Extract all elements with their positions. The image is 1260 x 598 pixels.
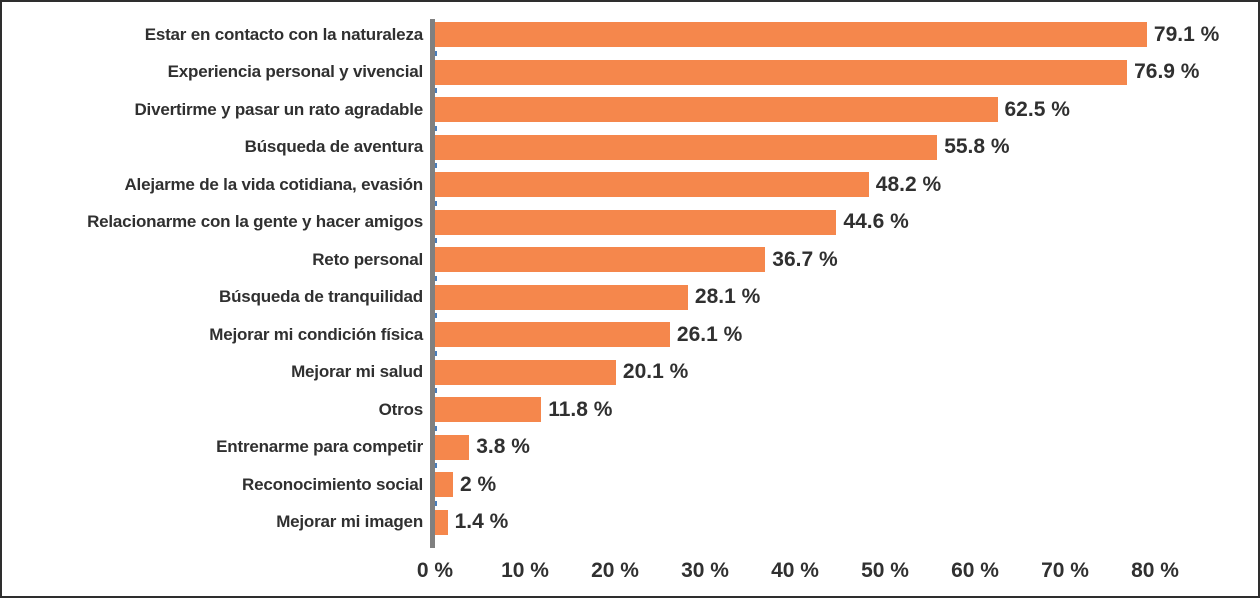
value-label: 55.8 % [944, 135, 1010, 158]
value-label: 11.8 % [548, 397, 613, 421]
category-tick [435, 88, 437, 94]
value-label: 28.1 % [694, 285, 761, 308]
x-tick-label: 50 % [861, 559, 909, 582]
bar [435, 284, 688, 310]
y-axis-line [429, 19, 435, 548]
bar-rows: Estar en contacto con la naturaleza 79.1 … [2, 16, 1258, 541]
category-tick [435, 125, 437, 131]
category-row: Alejarme de la vida cotidiana, evasión 48… [2, 166, 1258, 204]
value-label: 76.9 % [1134, 60, 1200, 83]
category-label: Reto personal [312, 249, 423, 269]
x-tick-label: 20 % [591, 559, 639, 582]
x-tick-label: 10 % [501, 559, 549, 582]
category-label: Mejorar mi imagen [276, 512, 423, 531]
category-tick [435, 200, 437, 206]
x-tick-label: 80 % [1131, 559, 1179, 582]
value-label: 48.2 % [875, 172, 942, 196]
category-label: Otros [378, 399, 424, 419]
value-label: 2 % [460, 472, 497, 496]
value-label: 79.1 % [1153, 22, 1220, 46]
value-label: 3.8 % [476, 435, 530, 458]
bar [435, 209, 837, 235]
category-row: Estar en contacto con la naturaleza 79.1 … [2, 16, 1258, 54]
category-label: Alejarme de la vida cotidiana, evasión [124, 174, 423, 194]
category-label: Estar en contacto con la naturaleza [144, 24, 424, 44]
value-label: 26.1 % [676, 322, 743, 346]
category-tick [435, 388, 437, 394]
category-tick [435, 50, 437, 56]
category-tick [435, 500, 437, 506]
category-row: Otros 11.8 % [2, 391, 1258, 429]
category-label: Entrenarme para competir [216, 437, 423, 456]
category-label: Relacionarme con la gente y hacer amigos [87, 212, 423, 231]
category-tick [435, 163, 437, 169]
category-label: Mejorar mi salud [291, 362, 423, 381]
bar [435, 134, 938, 160]
x-tick-label: 30 % [681, 559, 729, 582]
value-label: 1.4 % [454, 510, 509, 533]
bar [435, 247, 766, 272]
bar [435, 359, 616, 385]
x-tick-label: 70 % [1041, 559, 1089, 582]
category-label: Mejorar mi condición física [209, 324, 423, 344]
category-row: Reconocimiento social 2 % [2, 466, 1258, 504]
bar [435, 397, 542, 422]
category-tick [435, 425, 437, 431]
bar [435, 172, 869, 197]
category-row: Divertirme y pasar un rato agradable 62.5… [2, 91, 1258, 129]
bar [435, 434, 470, 460]
category-tick [435, 350, 437, 356]
category-label: Búsqueda de tranquilidad [219, 287, 423, 306]
category-tick [435, 463, 437, 469]
x-tick-label: 0 % [416, 559, 454, 582]
category-tick [435, 275, 437, 281]
bar [435, 472, 453, 497]
bar [435, 322, 670, 347]
category-row: Búsqueda de aventura 55.8 % [2, 128, 1258, 166]
category-label: Divertirme y pasar un rato agradable [134, 99, 423, 119]
category-label: Reconocimiento social [242, 474, 423, 494]
bar [435, 59, 1128, 85]
category-row: Mejorar mi salud 20.1 % [2, 353, 1258, 391]
category-row: Experiencia personal y vivencial 76.9 % [2, 53, 1258, 91]
value-label: 20.1 % [622, 360, 689, 383]
bar [435, 22, 1147, 47]
category-row: Relacionarme con la gente y hacer amigos… [2, 203, 1258, 241]
category-label: Búsqueda de aventura [244, 137, 424, 156]
category-row: Mejorar mi imagen 1.4 % [2, 503, 1258, 541]
category-row: Entrenarme para competir 3.8 % [2, 428, 1258, 466]
x-tick-label: 60 % [951, 559, 999, 582]
bar [435, 97, 998, 122]
category-row: Mejorar mi condición física 26.1 % [2, 316, 1258, 354]
category-tick [435, 238, 437, 244]
x-tick-label: 40 % [771, 559, 819, 582]
category-row: Reto personal 36.7 % [2, 241, 1258, 279]
bar [435, 509, 448, 535]
category-tick [435, 313, 437, 319]
value-label: 44.6 % [843, 210, 909, 233]
value-label: 62.5 % [1004, 97, 1070, 121]
value-label: 36.7 % [772, 247, 838, 271]
category-label: Experiencia personal y vivencial [167, 62, 424, 81]
category-row: Búsqueda de tranquilidad 28.1 % [2, 278, 1258, 316]
